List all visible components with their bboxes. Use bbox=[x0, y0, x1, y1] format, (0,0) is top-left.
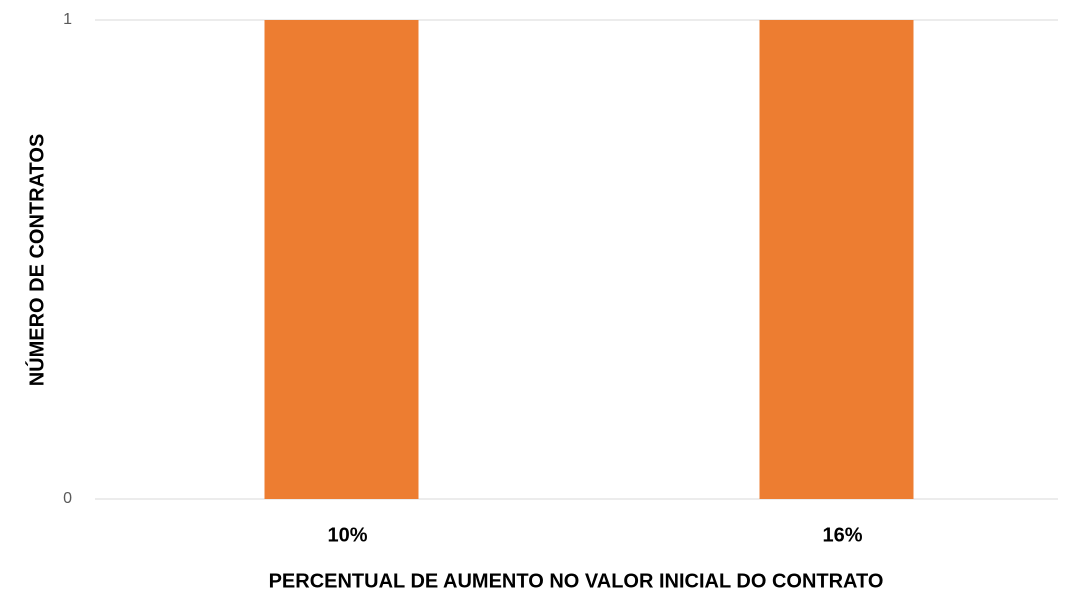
y-tick-label: 0 bbox=[63, 490, 72, 507]
bar bbox=[264, 20, 419, 499]
y-axis-title: NÚMERO DE CONTRATOS bbox=[24, 134, 48, 387]
x-tick-label: 16% bbox=[822, 524, 862, 546]
x-tick-label: 10% bbox=[327, 524, 367, 546]
x-axis-title: PERCENTUAL DE AUMENTO NO VALOR INICIAL D… bbox=[269, 570, 884, 592]
bar bbox=[759, 20, 914, 499]
y-tick-label: 1 bbox=[63, 11, 72, 28]
